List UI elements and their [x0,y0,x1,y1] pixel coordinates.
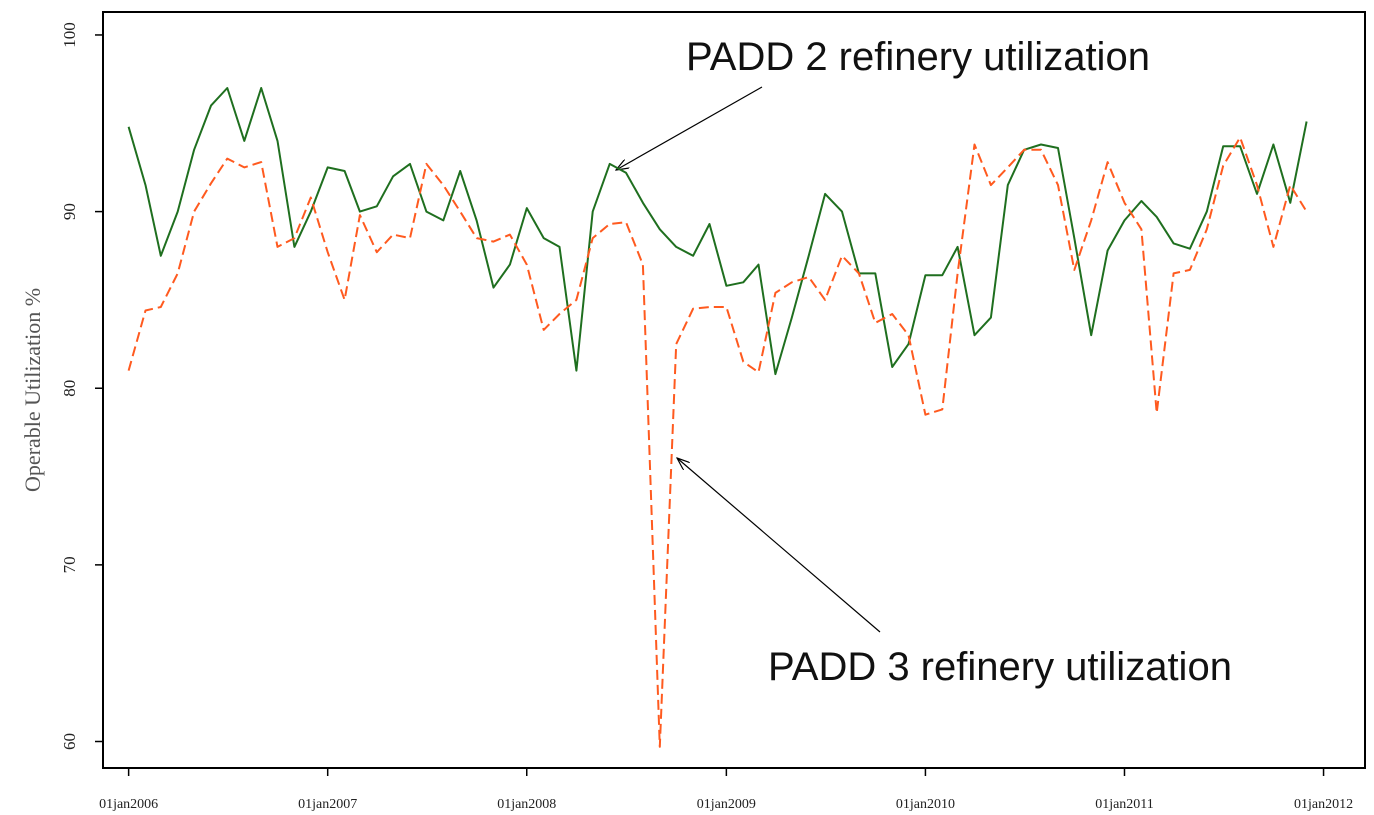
y-tick-label: 100 [60,22,79,48]
y-axis-label: Operable Utilization % [20,288,45,492]
y-tick-label: 70 [60,556,79,573]
x-tick-label: 01jan2010 [896,797,955,812]
y-tick-label: 80 [60,380,79,397]
x-tick-label: 01jan2007 [298,797,357,812]
x-tick-label: 01jan2011 [1095,797,1154,812]
annotation-arrow [616,86,763,170]
x-tick-label: 01jan2009 [697,797,756,812]
series-line [127,136,1308,748]
x-tick-label: 01jan2012 [1294,797,1353,812]
plot-frame [102,11,1366,769]
annotation-arrow [677,458,881,633]
y-tick-label: 90 [60,203,79,220]
annotation: PADD 2 refinery utilization [686,35,1150,79]
x-tick-label: 01jan2006 [99,797,158,812]
y-tick-label: 60 [60,733,79,750]
annotation: PADD 3 refinery utilization [768,645,1232,689]
x-tick-label: 01jan2008 [497,797,556,812]
series-line [127,87,1308,376]
